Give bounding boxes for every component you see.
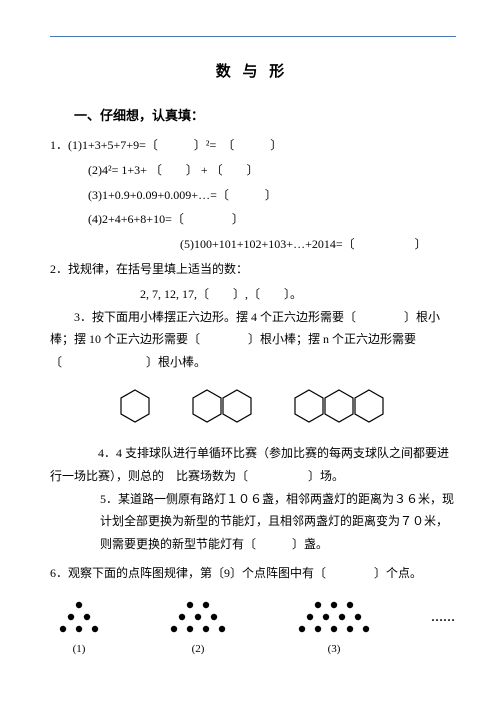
hexagon-icon	[118, 388, 152, 424]
q1-l5: (5)100+101+102+103+…+2014=〔 〕	[180, 233, 454, 256]
q1-l4: (4)2+4+6+8+10=〔 〕	[88, 208, 454, 231]
q1-l2: (2)4²= 1+3+ 〔 〕 + 〔 〕	[88, 159, 454, 182]
dot-label-3: (3)	[328, 643, 341, 655]
hex-group-1	[118, 388, 152, 424]
dot-label-2: (2)	[192, 643, 205, 655]
hexagon-icon	[292, 388, 326, 424]
dot-pattern-icon	[49, 599, 109, 637]
q5-text: 5．某道路一侧原有路灯１０６盏，相邻两盏灯的距离为３６米，现计划全部更换为新型的…	[100, 488, 454, 556]
dot-block-2: (2)	[159, 599, 237, 655]
q2-seq: 2, 7, 12, 17,〔 〕,〔 〕。	[140, 283, 454, 306]
q1-num: 1．	[50, 138, 68, 152]
dot-label-1: (1)	[73, 643, 86, 655]
dot-block-3: (3)	[287, 599, 381, 655]
q1-l1: (1)1+3+5+7+9=〔 〕²= 〔 〕	[68, 138, 282, 152]
dot-figures: (1) (2) (3) ……	[50, 599, 454, 655]
q1-line1: 1．(1)1+3+5+7+9=〔 〕²= 〔 〕	[50, 134, 454, 157]
header-rule	[50, 36, 456, 37]
hexagon-icon	[190, 388, 224, 424]
page-content: 数 与 形 一、仔细想，认真填： 1．(1)1+3+5+7+9=〔 〕²= 〔 …	[0, 0, 504, 675]
q2-line: 2．找规律，在括号里填上适当的数：	[50, 258, 454, 281]
hexagon-icon	[322, 388, 356, 424]
hex-group-2	[190, 388, 254, 424]
section-head-1: 一、仔细想，认真填：	[50, 105, 454, 124]
hexagon-icon	[352, 388, 386, 424]
page-title: 数 与 形	[50, 60, 454, 81]
q1-l3: (3)1+0.9+0.09+0.009+…=〔 〕	[88, 184, 454, 207]
hexagon-icon	[220, 388, 254, 424]
dot-pattern-icon	[159, 599, 237, 637]
q3-text: 3．按下面用小棒摆正六边形。摆 4 个正六边形需要〔 〕根小棒；摆 10 个正六…	[50, 306, 454, 374]
dot-ellipsis: ……	[431, 610, 455, 625]
hexagon-figures	[50, 388, 454, 424]
q4-text: 4．4 支排球队进行单循环比赛（参加比赛的每两支球队之间都要进行一场比赛），则总…	[50, 442, 454, 488]
hex-group-3	[292, 388, 386, 424]
dot-pattern-icon	[287, 599, 381, 637]
q6-text: 6．观察下面的点阵图规律，第〔9〕个点阵图中有〔 〕个点。	[50, 562, 454, 585]
dot-block-1: (1)	[49, 599, 109, 655]
